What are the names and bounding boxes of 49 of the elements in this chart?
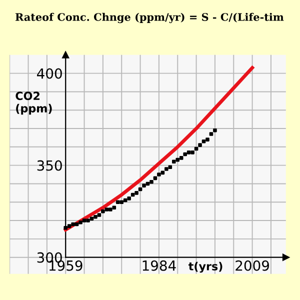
point bbox=[120, 200, 124, 204]
y-axis-title: CO2 (ppm) bbox=[16, 92, 52, 115]
point bbox=[97, 213, 102, 217]
x-tick-label: 2009 bbox=[236, 260, 269, 271]
point bbox=[164, 167, 168, 171]
point bbox=[67, 224, 72, 228]
point bbox=[157, 172, 161, 176]
point bbox=[202, 140, 206, 144]
point bbox=[112, 206, 116, 210]
point bbox=[160, 170, 165, 175]
point bbox=[74, 222, 79, 226]
point bbox=[179, 156, 184, 160]
y-tick-label: 350 bbox=[37, 160, 62, 171]
point bbox=[153, 176, 158, 180]
point bbox=[194, 146, 198, 151]
point bbox=[108, 208, 112, 212]
point bbox=[64, 226, 68, 230]
x-tick-label: 1984 bbox=[142, 260, 176, 271]
point bbox=[116, 200, 120, 204]
point bbox=[146, 182, 150, 186]
point bbox=[150, 180, 154, 184]
point bbox=[134, 191, 138, 195]
point bbox=[176, 158, 180, 162]
point bbox=[123, 198, 128, 202]
point bbox=[172, 160, 176, 164]
point bbox=[138, 187, 142, 192]
point bbox=[104, 208, 109, 212]
point bbox=[206, 138, 210, 142]
line-series bbox=[64, 66, 254, 232]
point bbox=[90, 216, 94, 221]
point bbox=[86, 218, 90, 222]
point bbox=[190, 150, 194, 154]
point bbox=[198, 143, 202, 147]
point bbox=[101, 209, 105, 214]
point bbox=[209, 132, 214, 136]
point bbox=[82, 218, 86, 222]
y-tick-label: 400 bbox=[37, 68, 62, 79]
x-axis-title: t(yrs) bbox=[188, 262, 222, 273]
point bbox=[94, 214, 98, 219]
point bbox=[168, 165, 172, 170]
point bbox=[71, 222, 75, 226]
chart-title: Rateof Conc. Chnge (ppm/yr) = S - C/(Life-tim bbox=[15, 12, 284, 24]
point bbox=[130, 192, 135, 197]
point bbox=[186, 150, 191, 154]
point bbox=[213, 128, 217, 132]
point bbox=[142, 184, 146, 188]
point bbox=[183, 152, 187, 156]
point bbox=[127, 196, 131, 200]
point bbox=[78, 220, 82, 224]
